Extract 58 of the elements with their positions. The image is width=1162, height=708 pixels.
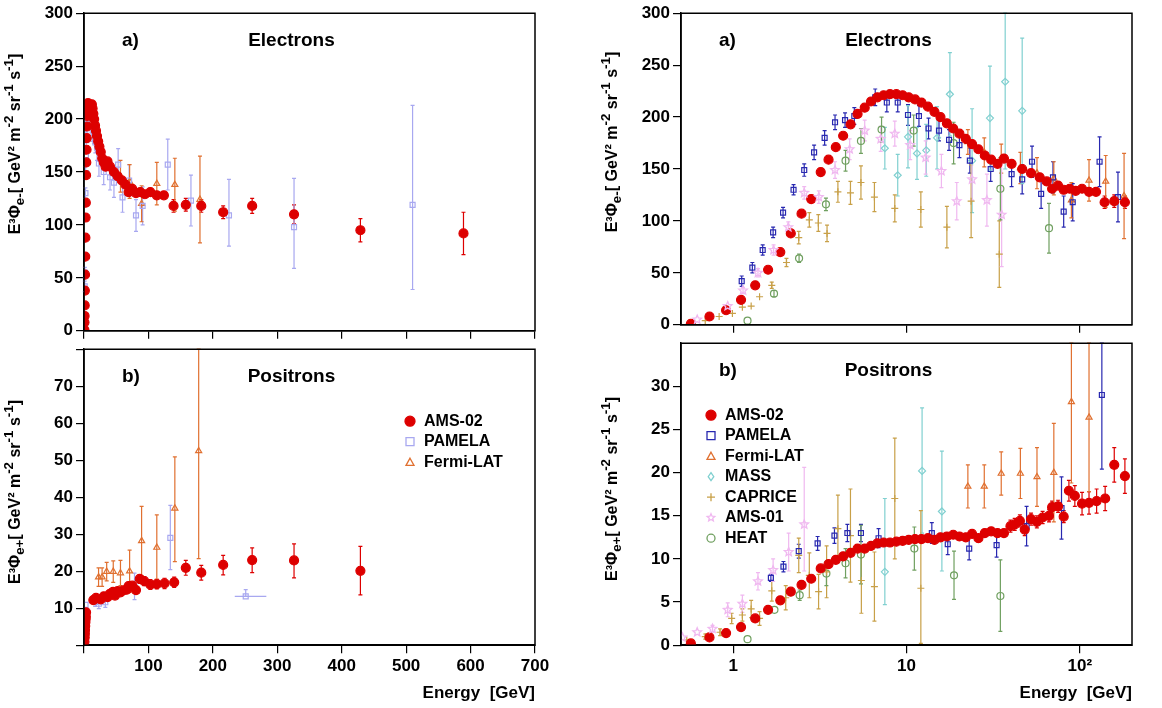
y-tick-label: 100 (641, 210, 670, 230)
x-tick-label: 500 (391, 656, 421, 676)
annotation: b) (122, 365, 140, 387)
y-tick-label: 10 (54, 597, 73, 617)
y-tick-label: 0 (660, 634, 670, 654)
text: Positrons (844, 359, 933, 381)
y-tick-label: 50 (54, 267, 73, 287)
legend-label: Fermi-LAT (725, 446, 805, 464)
x-tick-label: 10 (897, 656, 916, 676)
legend-label: AMS-02 (725, 405, 784, 423)
y-tick-label: 50 (651, 262, 670, 282)
y-tick-label: 200 (44, 108, 73, 128)
legend-label: PAMELA (725, 426, 792, 444)
legend-label: HEAT (725, 528, 768, 546)
x-tick-label: 400 (327, 656, 356, 676)
y-tick-label: 100 (44, 214, 73, 234)
x-axis-title: Energy [GeV] (422, 683, 535, 703)
legend-label: PAMELA (424, 432, 491, 450)
legend-label: CAPRICE (725, 487, 798, 505)
x-tick-label: 100 (134, 656, 163, 676)
legend-label: MASS (725, 467, 772, 485)
y-tick-label: 60 (54, 412, 73, 432)
y-tick-label: 0 (660, 314, 670, 334)
y-tick-label: 30 (651, 376, 670, 396)
y-tick-label: 50 (54, 449, 73, 469)
text: Positrons (247, 365, 336, 387)
y-tick-label: 250 (641, 54, 670, 74)
y-tick-label: 300 (641, 2, 670, 22)
y-tick-label: 5 (660, 591, 670, 611)
y-tick-label: 70 (54, 375, 73, 395)
y-tick-label: 25 (651, 419, 670, 439)
x-tick-label: 600 (456, 656, 485, 676)
text: Electrons (248, 29, 335, 51)
y-tick-label: 10 (651, 548, 670, 568)
y-tick-label: 200 (641, 106, 670, 126)
legend-label: AMS-01 (725, 508, 784, 526)
legend-label: Fermi-LAT (424, 452, 504, 470)
y-tick-label: 250 (44, 55, 73, 75)
y-tick-label: 30 (54, 523, 73, 543)
y-tick-label: 20 (54, 560, 73, 580)
text: Electrons (845, 29, 932, 51)
x-tick-label: 10² (1067, 656, 1093, 676)
y-tick-label: 300 (44, 2, 73, 22)
annotation: a) (719, 29, 736, 51)
y-tick-label: 150 (641, 158, 670, 178)
x-tick-label: 200 (198, 656, 228, 676)
annotation: a) (122, 29, 139, 51)
y-tick-label: 40 (54, 486, 73, 506)
y-tick-label: 0 (63, 320, 73, 340)
legend-label: AMS-02 (424, 411, 483, 429)
y-tick-label: 20 (651, 462, 670, 482)
x-tick-label: 1 (728, 656, 738, 676)
annotation: b) (719, 359, 737, 381)
y-tick-label: 150 (44, 161, 73, 181)
y-tick-label: 15 (651, 505, 670, 525)
x-axis-title: Energy [GeV] (1019, 683, 1132, 703)
x-tick-label: 300 (263, 656, 292, 676)
x-tick-label: 700 (520, 656, 550, 676)
